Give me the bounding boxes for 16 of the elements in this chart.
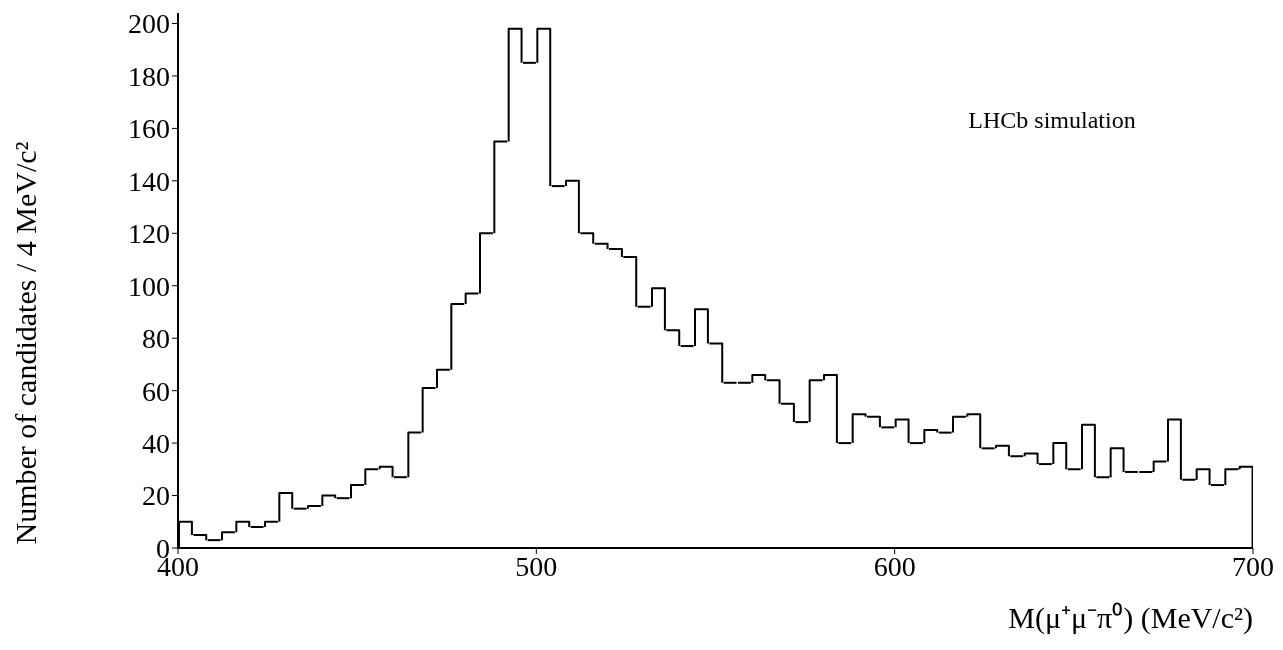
y-tick-label: 20 bbox=[142, 480, 170, 512]
annotation: LHCb simulation bbox=[968, 107, 1136, 133]
y-axis-title: Number of candidates / 4 MeV/c² bbox=[9, 141, 42, 545]
x-tick-label: 700 bbox=[1232, 550, 1274, 582]
y-tick-label: 180 bbox=[128, 60, 170, 92]
y-tick-label: 80 bbox=[142, 323, 170, 355]
y-tick-label: 120 bbox=[128, 218, 170, 250]
y-tick-label: 100 bbox=[128, 270, 170, 302]
y-tick-label: 140 bbox=[128, 165, 170, 197]
x-tick-label: 500 bbox=[515, 550, 558, 582]
y-tick-label: 40 bbox=[142, 428, 170, 460]
y-tick-label: 160 bbox=[128, 113, 170, 145]
x-axis-title: M(μ⁺μ⁻π⁰) (MeV/c²) bbox=[1008, 601, 1253, 635]
x-tick-label: 600 bbox=[873, 550, 916, 582]
y-tick-label: 60 bbox=[142, 375, 170, 407]
y-tick-label: 200 bbox=[128, 8, 170, 40]
